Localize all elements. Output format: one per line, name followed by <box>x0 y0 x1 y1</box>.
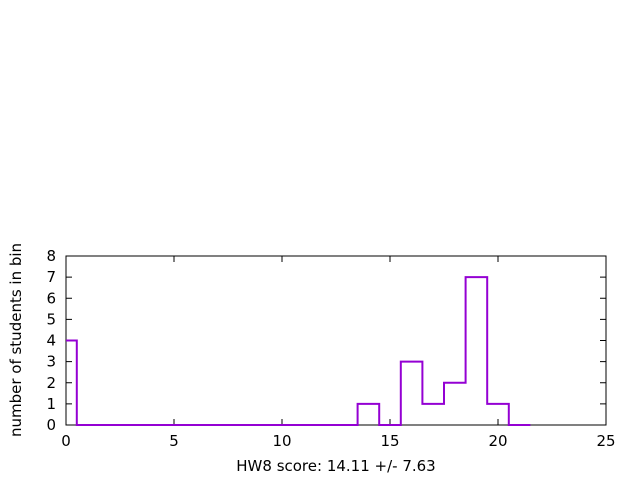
y-tick-label: 8 <box>46 247 56 265</box>
x-tick-label: 25 <box>596 432 615 450</box>
y-tick-label: 6 <box>46 289 56 307</box>
x-tick-label: 5 <box>169 432 179 450</box>
y-axis-label: number of students in bin <box>7 243 25 437</box>
x-tick-label: 0 <box>61 432 71 450</box>
x-tick-label: 20 <box>488 432 507 450</box>
y-tick-label: 1 <box>46 395 56 413</box>
y-tick-label: 5 <box>46 310 56 328</box>
x-axis-label: HW8 score: 14.11 +/- 7.63 <box>236 457 435 475</box>
axis-ticks <box>65 255 607 426</box>
y-tick-label: 4 <box>46 332 56 350</box>
histogram-series-line <box>66 276 531 426</box>
y-tick-labels: 0 1 2 3 4 5 6 7 8 <box>46 247 56 434</box>
x-tick-labels: 0 5 10 15 20 25 <box>61 432 615 450</box>
plot-frame <box>65 255 607 426</box>
x-tick-label: 15 <box>380 432 399 450</box>
y-tick-label: 0 <box>46 416 56 434</box>
y-tick-label: 2 <box>46 374 56 392</box>
y-tick-label: 7 <box>46 268 56 286</box>
y-tick-label: 3 <box>46 353 56 371</box>
x-tick-label: 10 <box>272 432 291 450</box>
